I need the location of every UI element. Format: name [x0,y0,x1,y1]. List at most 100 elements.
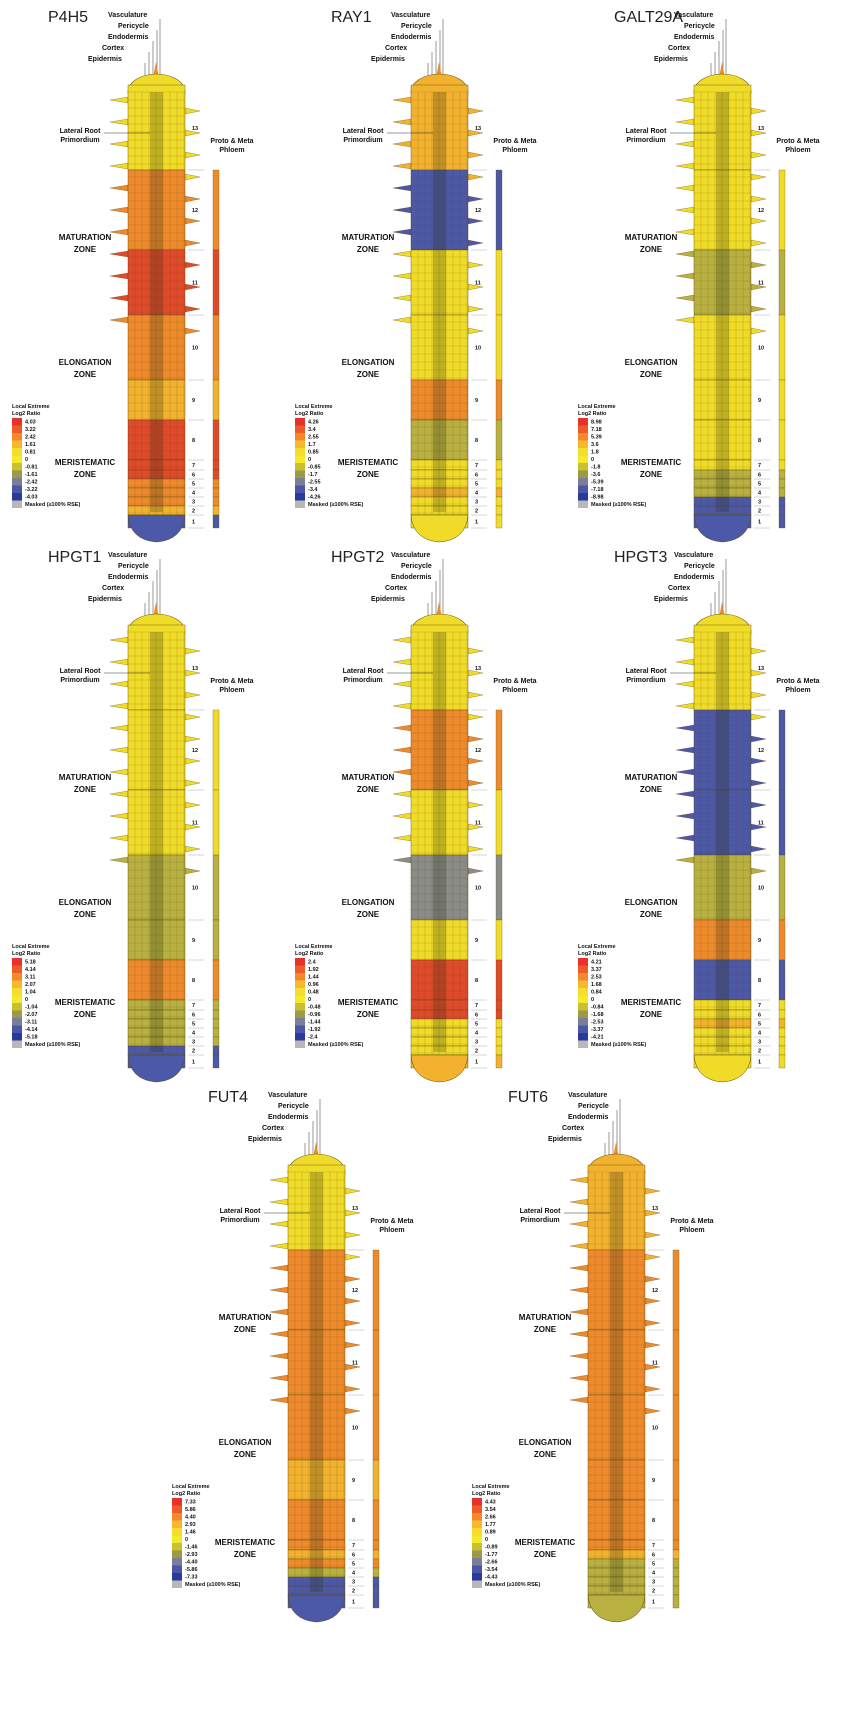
phloem-section [213,1037,219,1046]
phloem-section [779,380,785,420]
phloem-section [779,470,785,479]
legend-value: -2.55 [308,480,321,486]
phloem-section [673,1595,679,1608]
section-number: 9 [475,938,478,944]
legend-title: Local Extreme [578,944,616,950]
zone-label: ZONE [534,1550,557,1559]
root-hair [468,648,483,654]
phloem-section [779,506,785,515]
root-hair [676,141,694,147]
legend-value: -3.11 [25,1020,37,1026]
phloem-section [673,1395,679,1460]
lateral-root-label: Lateral Root [626,128,668,135]
zone-label: ZONE [357,910,380,919]
phloem-section [779,1055,785,1068]
section-number: 12 [758,208,764,214]
root-hair [676,229,694,235]
tissue-label: Cortex [562,1125,584,1132]
lateral-root-label: Primordium [220,1217,259,1224]
phloem-section [496,488,502,497]
legend-swatch [12,966,22,974]
section-number: 9 [652,1478,655,1484]
root-hair [676,681,694,687]
legend-swatch [172,1558,182,1566]
root-hair [676,659,694,665]
legend-value: -2.66 [485,1560,498,1566]
phloem-section [673,1460,679,1500]
legend-swatch [295,996,305,1004]
root-hair [676,317,694,323]
phloem-label: Proto & Meta [776,678,819,685]
legend-swatch [295,973,305,981]
root-hair [110,835,128,841]
legend-swatch [295,478,305,486]
section-number: 3 [192,1040,195,1046]
zone-label: MATURATION [59,773,112,782]
phloem-section [213,710,219,790]
lateral-root-label: Primordium [60,677,99,684]
legend-value: -2.93 [185,1552,198,1558]
zone-label: ZONE [640,785,663,794]
root-hair [570,1265,588,1271]
phloem-label: Proto & Meta [493,678,536,685]
legend-swatch [578,1041,588,1049]
phloem-section [673,1540,679,1550]
root-hair [345,1232,360,1238]
phloem-section [779,460,785,470]
root-hair [645,1342,660,1348]
legend-title: Log2 Ratio [12,951,41,957]
legend-swatch [472,1521,482,1529]
legend-value: 0 [185,1537,188,1543]
phloem-label: Proto & Meta [670,1218,713,1225]
root-hair [676,295,694,301]
tissue-label: Epidermis [88,56,122,63]
legend-title: Local Extreme [472,1484,510,1490]
section-number: 10 [758,346,764,352]
section-number: 11 [652,1361,658,1367]
legend-value: 0 [308,457,311,463]
legend-value: 2.4 [308,960,317,966]
legend-value: 1.04 [25,990,37,996]
root-hair [345,1188,360,1194]
tissue-label: Endodermis [674,574,715,581]
legend-swatch [172,1581,182,1589]
root-hair [751,152,766,158]
legend-swatch [295,493,305,501]
legend-value: 3.54 [485,1507,497,1513]
zone-label: ZONE [534,1325,557,1334]
zone-label: ZONE [357,785,380,794]
section-number: 1 [475,520,478,526]
legend-swatch [172,1551,182,1559]
zone-label: MERISTEMATIC [515,1538,576,1547]
phloem-section [496,380,502,420]
section-number: 13 [192,126,198,132]
legend-value: 3.6 [591,442,599,448]
tissue-label: Pericycle [684,563,715,570]
zone-label: MERISTEMATIC [215,1538,276,1547]
phloem-section [213,315,219,380]
root-hair [645,1232,660,1238]
section-number: 8 [475,978,478,984]
tissue-label: Vasculature [568,1092,607,1099]
section-number: 10 [758,886,764,892]
zone-label: ZONE [357,370,380,379]
tissue-label: Cortex [668,585,690,592]
section-number: 3 [758,1040,761,1046]
root-hair [110,747,128,753]
legend-value: 1.46 [185,1530,196,1536]
page: P4H5VasculaturePericycleEndodermisCortex… [0,0,850,1716]
phloem-label: Proto & Meta [210,138,253,145]
legend-swatch [172,1506,182,1514]
phloem-section [496,1010,502,1019]
tissue-label: Epidermis [654,596,688,603]
gene-title: FUT4 [208,1089,248,1106]
tissue-label: Endodermis [108,34,149,41]
stele [433,632,446,1052]
root-hair [468,328,483,334]
root-hair [393,229,411,235]
phloem-section [213,855,219,920]
section-number: 7 [192,1003,195,1009]
legend-swatch [295,1026,305,1034]
legend-swatch [12,958,22,966]
phloem-section [213,790,219,855]
